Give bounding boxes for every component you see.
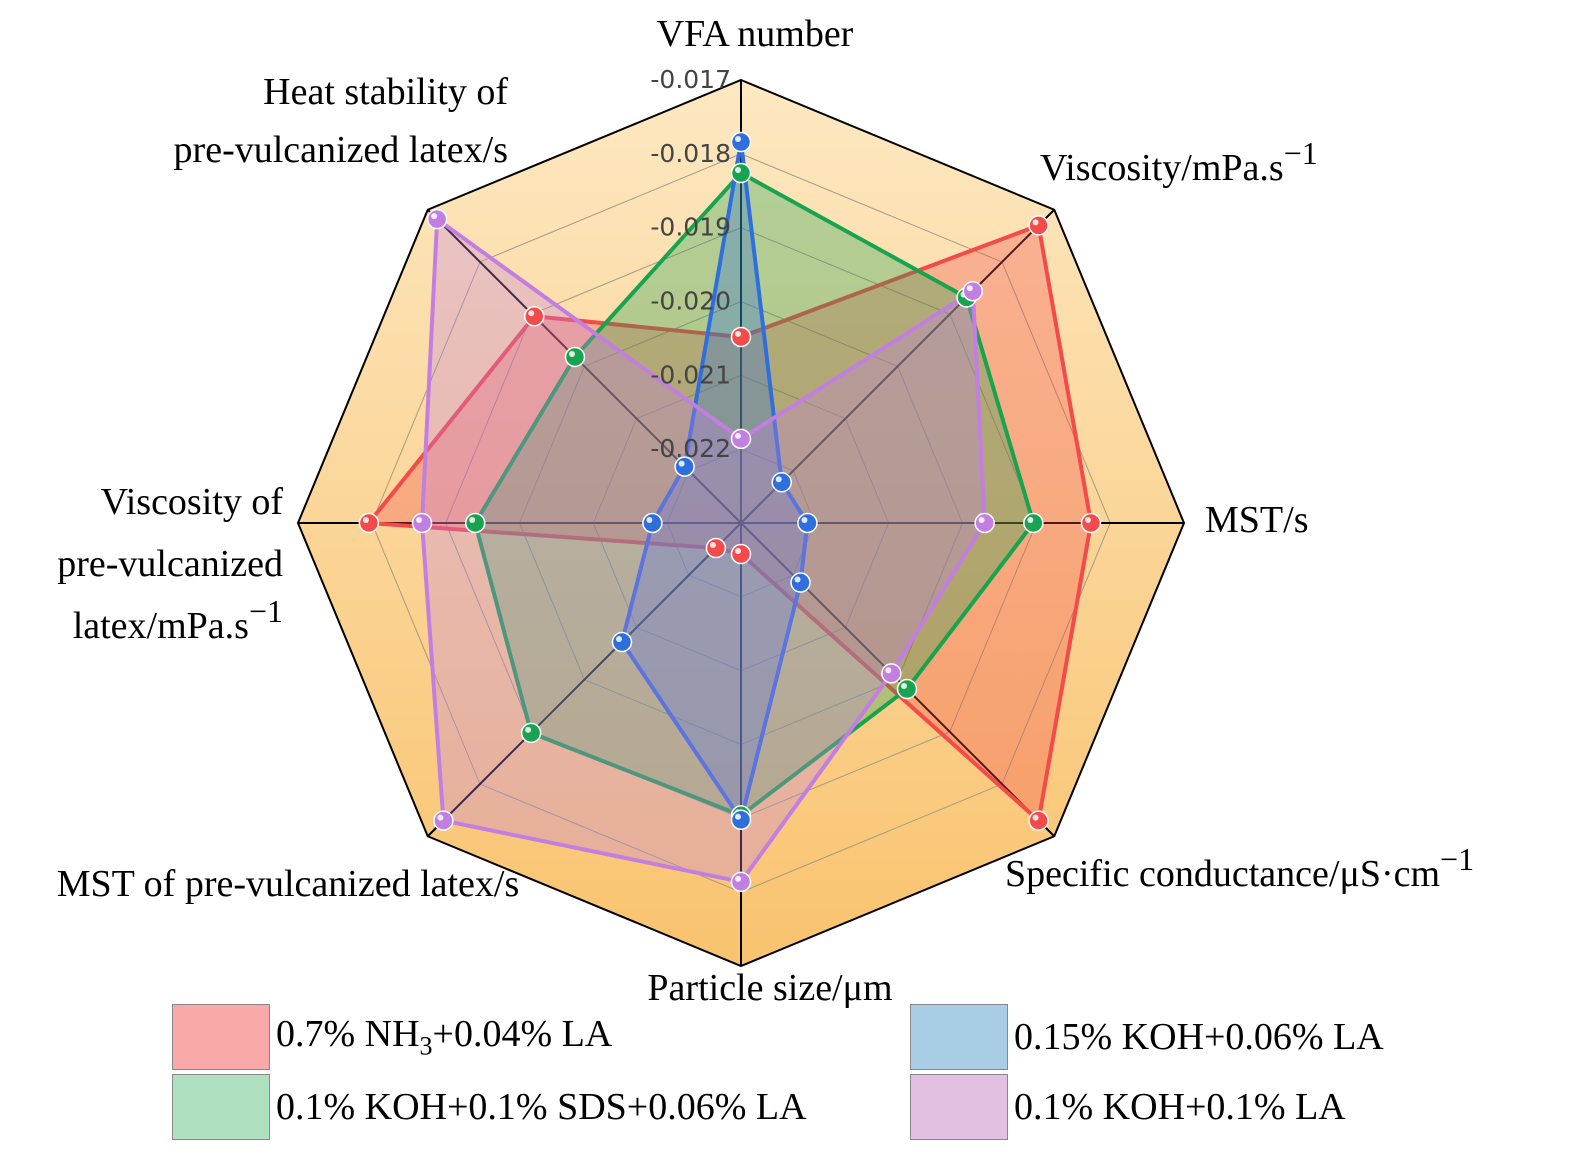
data-point-s2-a5 [611, 631, 633, 653]
legend-swatch-nh3 [172, 1004, 270, 1070]
data-point-s1-a2 [1023, 512, 1044, 534]
data-point-highlight-s2-a5 [615, 636, 622, 643]
data-point-highlight-s1-a7 [568, 350, 575, 357]
data-point-highlight-s2-a7 [678, 460, 685, 467]
legend-label-koh-sds: 0.1% KOH+0.1% SDS+0.06% LA [276, 1086, 807, 1128]
data-point-s2-a1 [771, 472, 792, 493]
axis-line-1 [740, 209, 1055, 524]
data-point-s0-a2 [1080, 512, 1102, 534]
legend-item-koh-la: 0.1% KOH+0.1% LA [910, 1074, 1346, 1140]
data-point-s3-a2 [974, 512, 995, 534]
legend-label-koh-015: 0.15% KOH+0.06% LA [1014, 1016, 1384, 1058]
data-point-highlight-s3-a6 [416, 517, 423, 523]
data-point-s3-a6 [411, 512, 433, 534]
data-point-highlight-s0-a4 [735, 548, 741, 555]
data-point-highlight-s2-a2 [801, 517, 808, 523]
legend-item-koh-sds: 0.1% KOH+0.1% SDS+0.06% LA [172, 1074, 807, 1140]
data-point-highlight-s3-a4 [735, 875, 741, 882]
legend-item-koh-015: 0.15% KOH+0.06% LA [910, 1004, 1384, 1070]
legend-label-koh-la: 0.1% KOH+0.1% LA [1014, 1086, 1346, 1128]
tick-label-1: -0.021 [650, 360, 731, 389]
axis-label-6: Viscosity of pre-vulcanized latex/mPa.s−1 [57, 481, 283, 647]
data-point-s3-a7 [426, 208, 448, 230]
legend: 0.7% NH3+0.04% LA 0.15% KOH+0.06% LA 0.1… [0, 1000, 1588, 1161]
axis-label-0: VFA number [657, 13, 854, 55]
data-point-highlight-s3-a0 [735, 432, 741, 439]
tick-label-0: -0.022 [650, 434, 731, 463]
data-point-s0-a6 [358, 512, 380, 534]
axis-label-4: Particle size/μm [647, 967, 892, 1009]
data-point-highlight-s1-a5 [525, 726, 532, 733]
tick-label-3: -0.019 [650, 213, 731, 242]
data-point-s1-a6 [464, 512, 486, 534]
data-point-highlight-s3-a1 [966, 285, 973, 292]
data-point-highlight-s2-a1 [775, 476, 782, 483]
data-point-highlight-s0-a5 [709, 542, 716, 549]
data-point-s0-a3 [1028, 810, 1049, 831]
data-point-highlight-s2-a0 [735, 136, 741, 143]
data-point-s3-a3 [881, 663, 902, 684]
data-point-highlight-s1-a0 [735, 167, 741, 174]
data-point-s1-a7 [564, 346, 586, 368]
data-point-s3-a4 [730, 871, 752, 893]
data-point-s0-a0 [730, 326, 752, 348]
tick-label-2: -0.020 [650, 287, 731, 316]
radar-chart: -0.022 -0.021 -0.020 -0.019 -0.018 -0.017 VFA… [57, 13, 1474, 1009]
data-point-highlight-s1-a3 [901, 683, 908, 690]
tick-labels: -0.022 -0.021 -0.020 -0.019 -0.018 -0.017 [650, 65, 731, 463]
series-layer [358, 131, 1102, 893]
legend-swatch-koh-015 [910, 1004, 1008, 1070]
data-point-highlight-s0-a0 [735, 330, 741, 337]
data-point-highlight-s2-a4 [735, 813, 741, 820]
data-point-s1-a0 [730, 162, 752, 184]
data-point-s2-a2 [797, 512, 818, 534]
data-point-highlight-s3-a5 [437, 814, 444, 821]
tick-label-4: -0.018 [650, 139, 731, 168]
data-point-s0-a5 [705, 537, 727, 559]
data-point-s1-a3 [896, 678, 918, 700]
data-point-s2-a6 [642, 512, 663, 534]
data-point-highlight-s2-a6 [646, 517, 653, 523]
data-point-s2-a0 [730, 131, 752, 153]
data-point-s3-a1 [962, 280, 984, 302]
legend-swatch-koh-la [910, 1074, 1008, 1140]
data-point-highlight-s2-a3 [794, 576, 801, 583]
data-point-s2-a4 [730, 809, 752, 831]
data-point-s3-a5 [433, 810, 454, 831]
legend-swatch-koh-sds [172, 1074, 270, 1140]
data-point-s2-a3 [790, 572, 811, 593]
data-point-highlight-s0-a7 [528, 310, 535, 317]
data-point-highlight-s3-a7 [431, 213, 438, 220]
tick-label-5: -0.017 [650, 65, 731, 94]
data-point-highlight-s0-a1 [1032, 219, 1039, 226]
axis-label-5: MST of pre-vulcanized latex/s [57, 863, 520, 905]
axis-label-3: Specific conductance/μS·cm−1 [1005, 841, 1474, 895]
axis-labels: VFA number Viscosity/mPa.s−1 MST/s Specific… [57, 13, 1474, 1009]
data-point-s0-a1 [1028, 215, 1049, 236]
data-point-highlight-s0-a6 [362, 517, 369, 523]
data-point-highlight-s3-a3 [885, 667, 892, 674]
data-point-highlight-s0-a2 [1084, 517, 1091, 523]
data-point-s3-a0 [730, 428, 752, 450]
data-point-s0-a7 [524, 306, 545, 327]
data-point-s1-a5 [520, 722, 542, 744]
axis-label-2: MST/s [1205, 499, 1308, 541]
data-point-highlight-s0-a3 [1032, 814, 1039, 821]
legend-label-nh3: 0.7% NH3+0.04% LA [276, 1013, 613, 1061]
data-point-s0-a4 [730, 543, 752, 565]
axis-label-1: Viscosity/mPa.s−1 [1040, 135, 1318, 189]
axis-label-7: Heat stability of pre-vulcanized latex/s [174, 71, 509, 171]
axis-line-5 [427, 522, 742, 837]
data-point-highlight-s3-a2 [978, 517, 985, 523]
data-point-highlight-s1-a2 [1027, 517, 1034, 523]
data-point-highlight-s1-a6 [469, 517, 476, 523]
legend-item-nh3: 0.7% NH3+0.04% LA [172, 1004, 612, 1070]
